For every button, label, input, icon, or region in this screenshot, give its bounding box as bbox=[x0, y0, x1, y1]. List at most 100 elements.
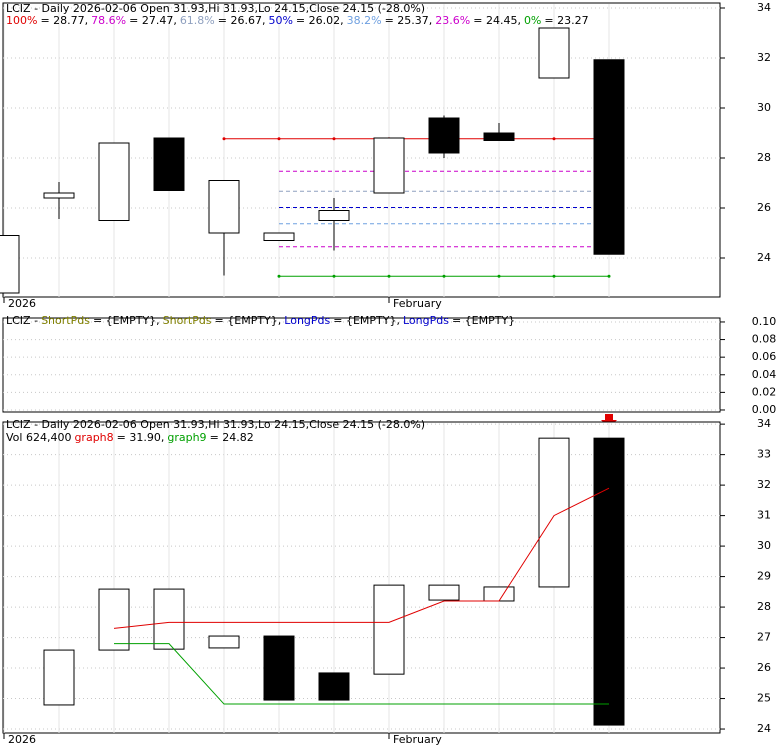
box bbox=[98, 588, 130, 651]
panel-title: LCIZ - Daily 2026-02-06 Open 31.93,Hi 31… bbox=[6, 418, 426, 431]
box bbox=[538, 437, 570, 588]
plot-frame bbox=[2, 317, 721, 413]
legend-label: = 31.90, bbox=[116, 431, 165, 444]
candle-body bbox=[373, 137, 405, 194]
y-tick-label: 31 bbox=[757, 509, 771, 522]
x-tick-label: 2026 bbox=[8, 297, 36, 310]
y-tick-label: 24 bbox=[757, 251, 771, 264]
candle-body bbox=[538, 27, 570, 79]
x-tick-label: 2026 bbox=[8, 733, 36, 745]
box bbox=[263, 635, 295, 701]
fib-label: = 27.47, bbox=[129, 14, 177, 27]
series-line bbox=[114, 643, 609, 705]
fib-label: = 24.45, bbox=[473, 14, 521, 27]
y-tick-label: 24 bbox=[757, 722, 771, 735]
fib-label: = 23.27 bbox=[544, 14, 589, 27]
box bbox=[43, 649, 75, 706]
y-tick-label: 28 bbox=[757, 600, 771, 613]
fib-name: 38.2% bbox=[346, 14, 382, 27]
fib-label: = 26.02, bbox=[295, 14, 344, 27]
legend-label: = {EMPTY}, bbox=[92, 314, 160, 327]
fib-dot bbox=[442, 274, 446, 278]
y-tick-label: 26 bbox=[757, 661, 771, 674]
fib-label: = 26.67, bbox=[217, 14, 266, 27]
legend-name: ShortPds bbox=[41, 314, 90, 327]
candle-body bbox=[208, 180, 240, 234]
y-tick-label: 25 bbox=[757, 692, 771, 705]
header: LCIZ - Daily 2026-02-06 Open 31.93,Hi 31… bbox=[6, 419, 428, 431]
fib-name: 50% bbox=[268, 14, 293, 27]
legend-name: LongPds bbox=[284, 314, 331, 327]
fib-dot bbox=[332, 274, 336, 278]
fib-header: 100% = 28.77, 78.6% = 27.47, 61.8% = 26.67, 50… bbox=[6, 15, 592, 27]
fib-dot bbox=[552, 274, 556, 278]
y-tick-label: 29 bbox=[757, 570, 771, 583]
fib-name: 78.6% bbox=[91, 14, 127, 27]
legend-label: = {EMPTY}, bbox=[214, 314, 282, 327]
panel-title: LCIZ - bbox=[6, 314, 39, 327]
box bbox=[483, 586, 515, 602]
fib-dot bbox=[277, 137, 281, 141]
y-tick-label: 32 bbox=[757, 478, 771, 491]
fib-name: 100% bbox=[6, 14, 38, 27]
fib-dot bbox=[277, 274, 281, 278]
fib-label: = 25.37, bbox=[384, 14, 433, 27]
candle-body bbox=[43, 192, 75, 199]
y-tick-label: 0.04 bbox=[752, 368, 777, 381]
candle-body bbox=[593, 59, 625, 255]
fib-dot bbox=[387, 274, 391, 278]
signal-arrow bbox=[601, 414, 617, 428]
fib-dot bbox=[497, 274, 501, 278]
y-tick-label: 33 bbox=[757, 448, 771, 461]
legend-name: LongPds bbox=[402, 314, 449, 327]
y-tick-label: 27 bbox=[757, 631, 771, 644]
legend-name: graph8 bbox=[74, 431, 114, 444]
y-tick-label: 0.00 bbox=[752, 403, 777, 416]
header: LCIZ - Daily 2026-02-06 Open 31.93,Hi 31… bbox=[6, 3, 428, 15]
fib-label: = 28.77, bbox=[40, 14, 89, 27]
candle-body bbox=[318, 210, 350, 221]
y-tick-label: 32 bbox=[757, 51, 771, 64]
y-tick-label: 30 bbox=[757, 101, 771, 114]
fib-dot bbox=[607, 274, 611, 278]
panel-title: LCIZ - Daily 2026-02-06 Open 31.93,Hi 31… bbox=[6, 2, 426, 15]
legend-name: ShortPds bbox=[162, 314, 212, 327]
y-tick-label: 0.08 bbox=[752, 333, 777, 346]
candle-body bbox=[153, 137, 185, 191]
panel-subtitle: Vol 624,400 bbox=[6, 431, 72, 444]
fib-name: 0% bbox=[523, 14, 542, 27]
y-tick-label: 34 bbox=[757, 1, 771, 14]
box bbox=[318, 672, 350, 701]
legend-label: = {EMPTY} bbox=[451, 314, 516, 327]
candle-body bbox=[0, 235, 20, 294]
box bbox=[208, 635, 240, 649]
candle-body bbox=[263, 232, 295, 241]
x-tick-label: February bbox=[393, 733, 442, 745]
series-line bbox=[113, 487, 610, 629]
box bbox=[593, 437, 625, 726]
x-tick-label: February bbox=[393, 297, 442, 310]
fib-name: 61.8% bbox=[179, 14, 215, 27]
box bbox=[153, 588, 185, 650]
y-tick-label: 0.06 bbox=[752, 350, 777, 363]
box bbox=[428, 584, 460, 601]
candle-body bbox=[428, 117, 460, 154]
box bbox=[373, 584, 405, 675]
fib-name: 23.6% bbox=[435, 14, 471, 27]
legend-name: graph9 bbox=[167, 431, 207, 444]
indicator-header: LCIZ - ShortPds = {EMPTY}, ShortPds = {EMPTY… bbox=[6, 315, 518, 327]
header: Vol 624,400 graph8 = 31.90, graph9 = 24.82 bbox=[6, 432, 257, 444]
y-tick-label: 26 bbox=[757, 201, 771, 214]
candle-body bbox=[483, 132, 515, 141]
y-tick-label: 30 bbox=[757, 539, 771, 552]
y-tick-label: 28 bbox=[757, 151, 771, 164]
fib-dot bbox=[332, 137, 336, 141]
fib-dot bbox=[552, 137, 556, 141]
candle-body bbox=[98, 142, 130, 221]
y-tick-label: 0.02 bbox=[752, 385, 777, 398]
y-tick-label: 34 bbox=[757, 417, 771, 430]
y-tick-label: 0.10 bbox=[752, 315, 777, 328]
legend-label: = {EMPTY}, bbox=[333, 314, 400, 327]
